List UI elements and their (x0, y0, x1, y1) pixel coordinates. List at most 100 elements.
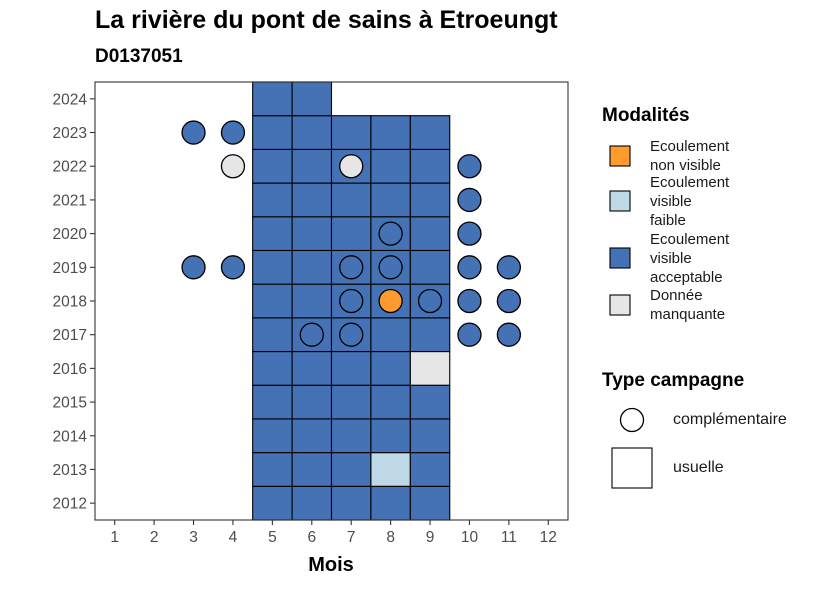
y-tick-label-2015: 2015 (53, 395, 87, 412)
points-layer (181, 120, 522, 347)
tile-2013-5 (252, 452, 293, 487)
point-2019-4 (220, 255, 246, 280)
legend-label-line: faible (650, 211, 686, 229)
y-tick-label-2014: 2014 (53, 428, 88, 445)
point-2019-8 (378, 255, 403, 280)
legend-label-square: usuelle (673, 459, 724, 476)
x-tick-label-5: 5 (268, 529, 277, 546)
tile-2013-9 (409, 452, 451, 487)
x-tick-label-11: 11 (501, 529, 517, 546)
x-axis-title: Mois (308, 554, 354, 576)
legend-label-line: manquante (650, 306, 726, 323)
tile-2013-7 (330, 452, 372, 487)
point-2020-8 (378, 221, 403, 246)
point-2023-4 (220, 120, 246, 145)
x-tick-label-8: 8 (386, 529, 395, 546)
tile-2021-5 (252, 182, 293, 218)
y-tick-label-2020: 2020 (53, 226, 88, 243)
tile-2012-9 (409, 485, 451, 521)
tile-2020-7 (330, 216, 372, 252)
point-2019-10 (457, 255, 482, 280)
point-2019-11 (496, 255, 522, 280)
tile-2016-9 (409, 350, 451, 386)
tile-2022-8 (370, 148, 411, 184)
legend-key-square (611, 447, 653, 489)
x-tick-label-6: 6 (307, 529, 316, 546)
point-2018-11 (496, 288, 522, 314)
legend-label-line: visible (650, 192, 692, 210)
x-tick-label-7: 7 (347, 529, 356, 546)
tile-2016-8 (370, 350, 411, 386)
tile-2024-5 (252, 81, 293, 117)
legend-label-line: Ecoulement (650, 173, 730, 191)
legend-key-donnee_manquante (609, 294, 631, 316)
tile-2021-7 (330, 182, 372, 218)
point-2023-3 (181, 120, 206, 145)
point-2017-10 (457, 322, 482, 347)
point-2018-8 (378, 288, 403, 314)
point-2022-10 (457, 154, 482, 179)
legend-label-non_visible: Ecoulement non visible (650, 137, 729, 175)
chart-subtitle: D0137051 (95, 46, 183, 67)
y-tick-label-2012: 2012 (53, 496, 87, 513)
tile-2023-5 (252, 115, 293, 150)
tile-2018-6 (291, 283, 333, 319)
tile-2012-6 (291, 485, 333, 521)
y-tick-label-2021: 2021 (53, 192, 87, 209)
tile-2018-5 (252, 283, 293, 319)
tile-2015-8 (370, 384, 411, 420)
tile-2020-6 (291, 216, 333, 252)
legend-key-visible_faible (609, 190, 631, 212)
point-2021-10 (457, 187, 482, 213)
tile-2016-5 (252, 350, 293, 386)
legend-label-line: Donnée (650, 287, 703, 304)
chart-title: La rivière du pont de sains à Etroeungt (95, 6, 558, 34)
tile-2015-9 (409, 384, 451, 420)
tile-2014-8 (370, 418, 411, 454)
y-tick-label-2013: 2013 (53, 462, 87, 479)
tile-2014-9 (409, 418, 451, 454)
axes-layer: 1 2 3 4 5 6 7 8 9 10 11 122012201320142015201620172… (53, 91, 557, 546)
tile-2020-5 (252, 216, 293, 252)
tile-2020-9 (409, 216, 451, 252)
legend-label-visible_faible: Ecoulement visible faible (650, 173, 729, 230)
tile-2013-8 (370, 452, 411, 487)
tile-2015-6 (291, 384, 333, 420)
point-2018-7 (339, 288, 364, 314)
tile-2014-6 (291, 418, 333, 454)
x-tick-label-3: 3 (189, 529, 198, 546)
point-2017-7 (339, 322, 364, 347)
tile-2022-9 (409, 148, 451, 184)
tile-2012-7 (330, 485, 372, 521)
y-tick-label-2019: 2019 (53, 260, 87, 277)
tile-2014-7 (330, 418, 372, 454)
legend-layer (609, 145, 653, 489)
legend-label-line: acceptable (650, 268, 723, 286)
tile-2023-7 (330, 115, 372, 150)
tile-2017-8 (370, 317, 411, 353)
legend-modalites-title: Modalités (602, 105, 690, 126)
x-tick-label-1: 1 (110, 529, 119, 546)
tile-2024-6 (291, 81, 333, 117)
point-2018-10 (457, 288, 482, 314)
legend-label-circle: complémentaire (673, 411, 787, 428)
point-2019-3 (181, 255, 206, 280)
legend-label-line: non visible (650, 157, 721, 174)
legend-label-line: Ecoulement (650, 230, 730, 248)
tile-2016-6 (291, 350, 333, 386)
legend-key-visible_acceptable (609, 247, 631, 269)
y-tick-label-2017: 2017 (53, 327, 87, 344)
tile-2014-5 (252, 418, 293, 454)
tile-2021-9 (409, 182, 451, 218)
point-2020-10 (457, 221, 482, 246)
point-2017-6 (299, 322, 324, 347)
x-tick-label-9: 9 (426, 529, 435, 546)
y-tick-label-2018: 2018 (53, 294, 87, 311)
legend-key-circle (619, 407, 645, 433)
tile-2023-9 (409, 115, 451, 150)
point-2019-7 (339, 255, 364, 280)
legend-label-line: Ecoulement (650, 138, 730, 155)
legend-label-visible_acceptable: Ecoulement visible acceptable (650, 230, 729, 287)
tile-2023-8 (370, 115, 411, 150)
